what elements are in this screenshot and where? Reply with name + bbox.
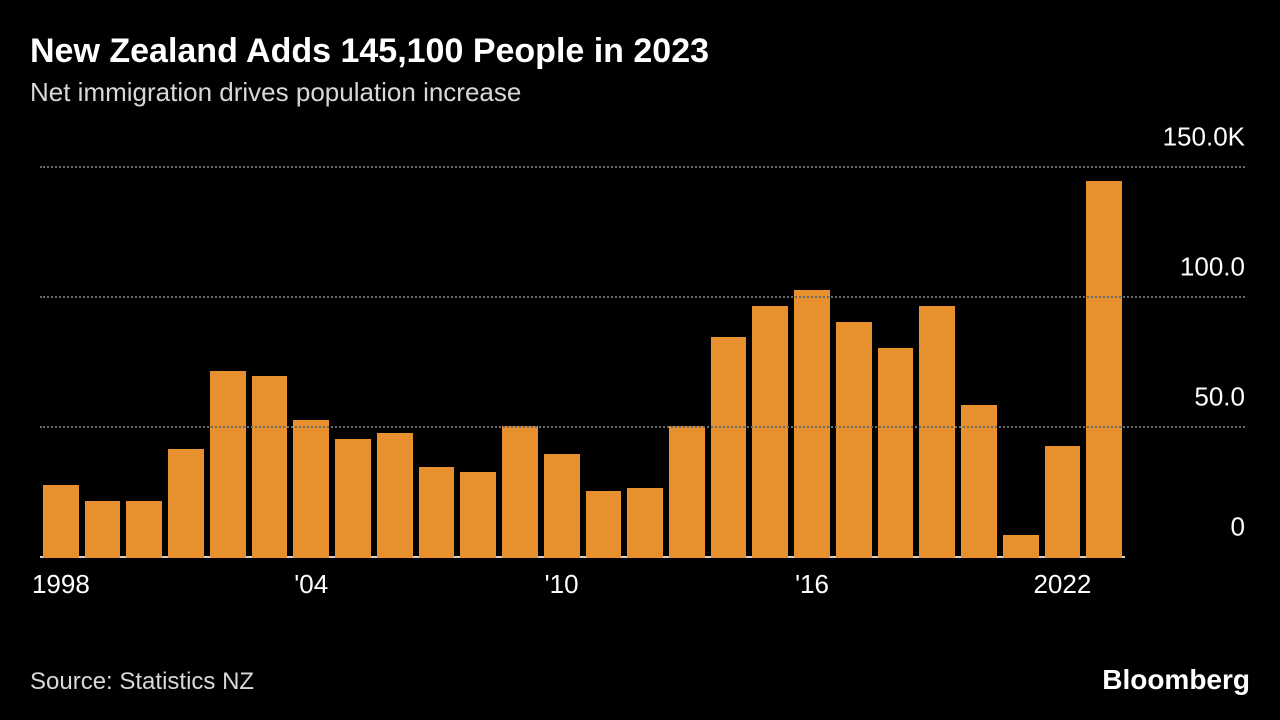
bar [210,371,246,558]
gridline [40,166,1245,168]
bar [752,306,788,558]
bar [252,376,288,558]
x-tick-label: '04 [294,569,328,600]
brand-text: Bloomberg [1102,664,1250,696]
y-tick-label: 150.0K [1135,122,1245,153]
chart-footer: Source: Statistics NZ Bloomberg [30,664,1250,696]
bar [1086,181,1122,558]
bar [293,420,329,558]
bar [586,491,622,559]
bar [168,449,204,558]
bar [126,501,162,558]
plot-wrap: 050.0100.0150.0K1998'04'10'162022 [30,138,1250,608]
y-tick-label: 50.0 [1135,382,1245,413]
bar [836,322,872,559]
bar [919,306,955,558]
y-tick-label: 100.0 [1135,252,1245,283]
bar [1003,535,1039,558]
bar [627,488,663,558]
bar [460,472,496,558]
bar [85,501,121,558]
x-tick-label: 2022 [1033,569,1091,600]
bar [794,290,830,558]
bar [711,337,747,558]
chart-title: New Zealand Adds 145,100 People in 2023 [30,32,1250,71]
bar [544,454,580,558]
bar [419,467,455,558]
x-tick-label: 1998 [32,569,90,600]
plot-area: 050.0100.0150.0K1998'04'10'162022 [40,168,1125,558]
gridline [40,426,1245,428]
chart-container: New Zealand Adds 145,100 People in 2023 … [0,0,1280,720]
x-tick-label: '16 [795,569,829,600]
x-tick-label: '10 [545,569,579,600]
chart-subtitle: Net immigration drives population increa… [30,77,1250,108]
bar [1045,446,1081,558]
y-tick-label: 0 [1135,512,1245,543]
bar [43,485,79,558]
bar [878,348,914,559]
bar [502,426,538,559]
bar [669,426,705,559]
bar-series [40,168,1125,558]
gridline [40,296,1245,298]
bar [335,439,371,559]
bar [377,433,413,558]
source-text: Source: Statistics NZ [30,668,254,696]
